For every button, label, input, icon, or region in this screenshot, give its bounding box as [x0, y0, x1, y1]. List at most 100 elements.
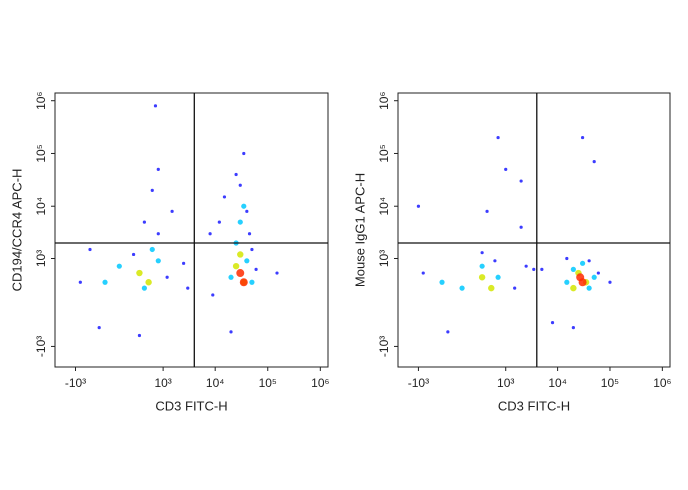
- event-dot: [488, 284, 495, 292]
- event-dot: [78, 280, 82, 284]
- x-tick-label: 10⁶: [311, 376, 329, 390]
- event-dot: [275, 271, 279, 275]
- event-dot: [208, 232, 212, 236]
- event-dot: [170, 209, 174, 213]
- event-dot: [155, 258, 161, 264]
- y-tick-label: 10⁶: [34, 92, 48, 110]
- y-axis-label: Mouse IgG1 APC-H: [352, 173, 367, 287]
- plot-frame: [397, 92, 671, 368]
- event-dot: [480, 251, 484, 255]
- x-axis-label: CD3 FITC-H: [498, 398, 570, 413]
- x-tick-label: 10⁴: [548, 376, 567, 390]
- event-dot: [495, 274, 501, 280]
- event-dot: [254, 267, 258, 271]
- y-tick-label: 10⁴: [377, 197, 391, 216]
- event-dot: [247, 232, 252, 236]
- event-dot: [236, 269, 245, 278]
- y-tick-label: 10³: [377, 250, 391, 267]
- y-tick-label: 10⁵: [34, 144, 48, 162]
- x-axis-label: CD3 FITC-H: [155, 398, 227, 413]
- event-dot: [149, 246, 155, 253]
- event-dot: [439, 279, 445, 285]
- event-dot: [142, 220, 146, 224]
- event-dot: [136, 269, 143, 277]
- plot-frame: [54, 92, 329, 368]
- event-dot: [242, 151, 246, 156]
- event-dot: [244, 258, 250, 264]
- x-tick-label: 10⁶: [653, 376, 671, 390]
- event-dot: [524, 264, 528, 268]
- event-dot: [479, 263, 485, 269]
- event-dot: [504, 167, 508, 171]
- event-dot: [446, 330, 450, 334]
- event-dot: [141, 285, 147, 291]
- event-dot: [116, 263, 122, 269]
- event-dot: [88, 247, 92, 252]
- event-dot: [131, 252, 136, 257]
- event-dot: [137, 333, 142, 338]
- event-dot: [416, 204, 421, 208]
- x-tick-label: 10⁵: [259, 376, 277, 390]
- event-dot: [579, 260, 586, 266]
- event-dot: [156, 167, 160, 171]
- event-dot: [608, 280, 612, 284]
- event-dot: [565, 256, 569, 261]
- event-dot: [97, 326, 101, 330]
- event-dot: [165, 275, 169, 279]
- event-dot: [237, 219, 243, 225]
- event-dot: [570, 266, 576, 272]
- event-dot: [592, 160, 596, 164]
- event-dot: [578, 278, 587, 287]
- event-dot: [228, 274, 234, 280]
- event-dot: [156, 232, 160, 236]
- event-dot: [550, 321, 555, 325]
- x-tick-label: 10⁴: [206, 376, 225, 390]
- event-dot: [570, 284, 577, 292]
- event-dot: [102, 279, 108, 285]
- event-dot: [217, 220, 221, 224]
- event-dot: [532, 267, 536, 271]
- y-tick-label: -10³: [34, 336, 48, 357]
- event-dot: [485, 209, 489, 213]
- event-dot: [478, 274, 486, 281]
- x-tick-label: -10³: [408, 376, 429, 390]
- event-dot: [182, 261, 186, 265]
- y-axis-label: CD194/CCR4 APC-H: [9, 169, 24, 292]
- event-dot: [519, 225, 523, 229]
- event-dot: [459, 285, 465, 291]
- event-dot: [249, 279, 255, 285]
- x-tick-label: -10³: [65, 376, 86, 390]
- event-dot: [571, 326, 575, 330]
- event-dot: [211, 293, 215, 297]
- event-dot: [186, 286, 190, 290]
- event-dot: [587, 259, 591, 263]
- event-dot: [153, 104, 158, 108]
- event-dot: [564, 279, 570, 285]
- y-tick-label: 10⁶: [377, 92, 391, 110]
- x-tick-label: 10³: [154, 376, 171, 390]
- event-dot: [540, 267, 544, 271]
- event-dot: [237, 251, 244, 258]
- event-dot: [493, 259, 497, 263]
- event-dot: [496, 135, 500, 140]
- event-dot: [241, 203, 247, 209]
- x-tick-label: 10⁵: [601, 376, 619, 390]
- event-dot: [239, 278, 248, 287]
- y-tick-label: 10⁵: [377, 144, 391, 162]
- event-dot: [586, 285, 592, 291]
- event-dot: [250, 247, 254, 252]
- event-dot: [234, 172, 238, 177]
- event-dot: [519, 179, 523, 183]
- y-tick-label: -10³: [377, 336, 391, 357]
- event-dot: [513, 286, 517, 290]
- event-dot: [238, 183, 242, 187]
- y-tick-label: 10³: [34, 250, 48, 267]
- y-tick-label: 10⁴: [34, 197, 48, 216]
- event-dot: [591, 274, 597, 280]
- event-dot: [232, 262, 240, 270]
- event-dot: [222, 195, 227, 199]
- event-dot: [421, 271, 425, 275]
- event-dot: [229, 330, 233, 334]
- event-dot: [150, 188, 154, 192]
